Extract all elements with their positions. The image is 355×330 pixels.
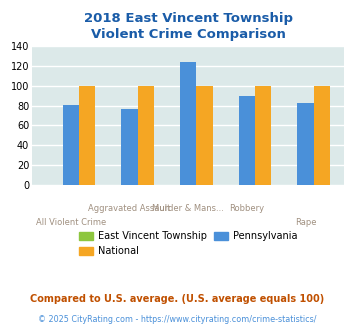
Text: Compared to U.S. average. (U.S. average equals 100): Compared to U.S. average. (U.S. average … [31, 294, 324, 304]
Text: Rape: Rape [295, 218, 316, 227]
Bar [314, 86, 330, 185]
Bar [79, 86, 95, 185]
Bar [239, 96, 255, 185]
Legend: East Vincent Township, National, Pennsylvania: East Vincent Township, National, Pennsyl… [79, 231, 297, 256]
Bar [180, 62, 196, 185]
Text: © 2025 CityRating.com - https://www.cityrating.com/crime-statistics/: © 2025 CityRating.com - https://www.city… [38, 315, 317, 324]
Bar [121, 109, 138, 185]
Text: All Violent Crime: All Violent Crime [36, 218, 106, 227]
Text: Aggravated Assault: Aggravated Assault [88, 204, 171, 213]
Bar [255, 86, 272, 185]
Title: 2018 East Vincent Township
Violent Crime Comparison: 2018 East Vincent Township Violent Crime… [84, 12, 293, 41]
Bar [297, 103, 314, 185]
Bar [62, 105, 79, 185]
Bar [196, 86, 213, 185]
Text: Murder & Mans...: Murder & Mans... [152, 204, 224, 213]
Text: Robbery: Robbery [229, 204, 264, 213]
Bar [138, 86, 154, 185]
